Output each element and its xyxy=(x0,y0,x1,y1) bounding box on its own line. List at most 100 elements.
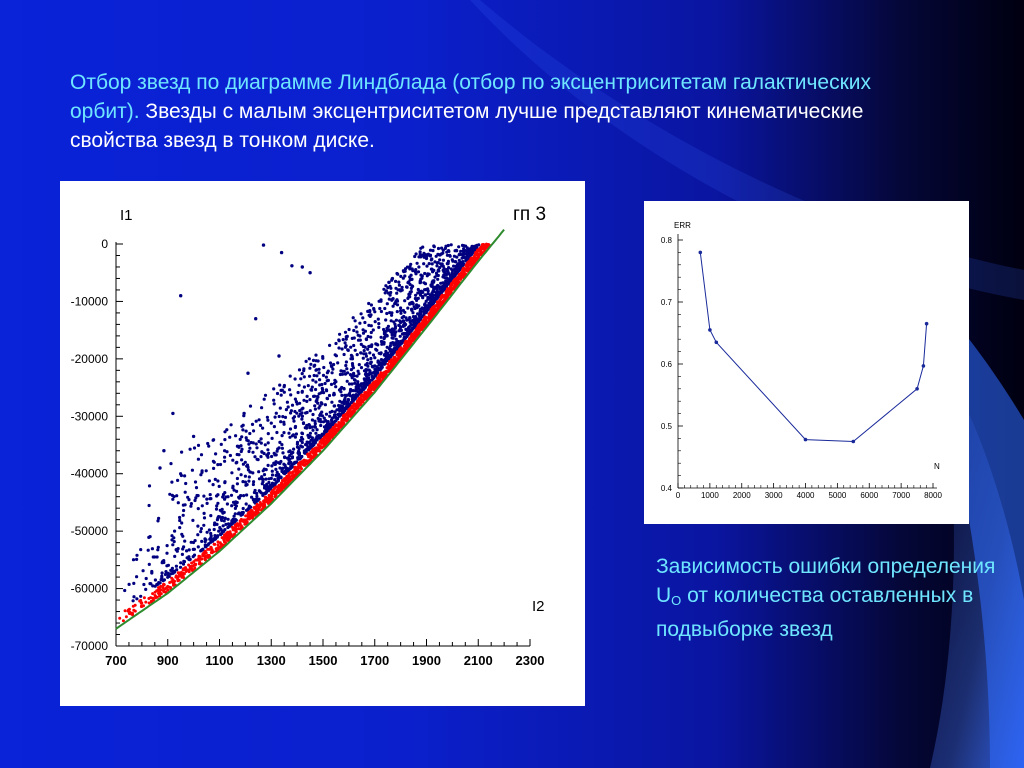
scatter-point-blue xyxy=(393,349,397,353)
scatter-point-blue xyxy=(461,260,465,264)
err-chart-panel: 0.8 0.7 0.6 0.5 0.4 0 1000 2000 3000 4000 5000 6000… xyxy=(644,201,969,524)
scatter-point-blue xyxy=(262,451,266,456)
x-tick-label: 1100 xyxy=(205,653,233,668)
scatter-point-blue xyxy=(345,379,349,383)
scatter-point-red xyxy=(118,616,122,620)
scatter-point-blue xyxy=(338,399,342,403)
scatter-point-blue xyxy=(244,429,248,433)
scatter-point-red xyxy=(479,245,483,249)
scatter-point-blue xyxy=(165,551,169,555)
scatter-point-blue xyxy=(327,393,332,398)
scatter-point-blue xyxy=(290,403,295,407)
scatter-point-red xyxy=(166,588,170,592)
scatter-point-blue xyxy=(241,428,245,432)
scatter-point-blue xyxy=(199,527,203,531)
scatter-point-blue xyxy=(170,534,174,538)
scatter-point-blue xyxy=(278,461,282,465)
scatter-point-blue xyxy=(307,448,311,452)
scatter-point-blue xyxy=(440,262,444,266)
scatter-point-blue xyxy=(232,488,236,492)
scatter-point-blue xyxy=(318,413,322,417)
y-tick-label: -20000 xyxy=(71,352,109,366)
scatter-point-blue xyxy=(337,403,341,408)
scatter-point-red xyxy=(467,268,470,272)
err-y-tick-label: 0.4 xyxy=(661,484,673,493)
scatter-point-blue xyxy=(383,291,387,295)
scatter-point-blue xyxy=(290,465,294,469)
scatter-point-blue xyxy=(212,466,216,470)
scatter-point-red xyxy=(267,494,271,498)
scatter-point-red xyxy=(366,391,370,395)
scatter-point-blue xyxy=(266,441,270,445)
scatter-point-red xyxy=(438,299,442,303)
scatter-point-blue xyxy=(421,245,425,249)
scatter-point-blue xyxy=(245,508,249,512)
scatter-point-red xyxy=(430,308,434,312)
scatter-point-blue xyxy=(351,373,355,377)
scatter-point-blue xyxy=(235,489,239,493)
scatter-point-blue xyxy=(279,420,283,424)
scatter-point-blue xyxy=(342,386,346,391)
scatter-point-blue xyxy=(214,507,219,511)
scatter-point-blue xyxy=(286,469,290,473)
scatter-point-red xyxy=(255,503,259,507)
scatter-point-blue xyxy=(240,447,244,451)
scatter-point-blue xyxy=(290,462,294,466)
scatter-point-red xyxy=(318,440,322,444)
scatter-point-blue xyxy=(449,276,453,280)
scatter-point-red xyxy=(202,553,206,557)
scatter-point-blue xyxy=(217,529,221,533)
scatter-point-blue xyxy=(273,482,277,486)
scatter-point-red xyxy=(131,604,135,608)
scatter-point-blue xyxy=(407,280,411,284)
scatter-point-blue xyxy=(377,299,381,303)
scatter-point-blue xyxy=(207,444,211,448)
scatter-point-blue xyxy=(315,397,319,402)
scatter-point-blue xyxy=(460,256,464,260)
scatter-point-blue xyxy=(361,331,366,335)
scatter-point-blue xyxy=(352,328,356,333)
scatter-point-blue xyxy=(356,380,360,384)
scatter-point-blue xyxy=(311,358,316,362)
scatter-point-blue xyxy=(437,269,441,273)
scatter-point-red xyxy=(397,356,401,360)
scatter-point-blue xyxy=(356,369,360,373)
err-x-tick-label: 7000 xyxy=(892,491,910,500)
scatter-point-red xyxy=(285,474,289,478)
scatter-point-blue xyxy=(263,443,267,447)
scatter-point-red xyxy=(317,447,321,451)
scatter-point-blue xyxy=(225,428,229,432)
scatter-point-outlier xyxy=(308,271,312,275)
scatter-point-blue xyxy=(323,403,327,407)
scatter-point-outlier xyxy=(162,449,166,453)
scatter-point-red xyxy=(357,397,361,401)
scatter-point-red xyxy=(173,579,177,583)
err-x-tick-label: 1000 xyxy=(701,491,719,500)
scatter-point-blue xyxy=(299,444,303,448)
scatter-point-blue xyxy=(260,450,264,454)
scatter-point-blue xyxy=(250,422,255,426)
err-y-tick-label: 0.5 xyxy=(661,422,673,431)
scatter-point-blue xyxy=(313,422,317,426)
scatter-point-blue xyxy=(310,418,314,422)
scatter-point-blue xyxy=(135,597,139,601)
scatter-point-blue xyxy=(382,327,386,332)
scatter-point-red xyxy=(281,486,285,490)
err-data-point xyxy=(851,439,856,444)
scatter-point-blue xyxy=(139,548,143,552)
scatter-point-blue xyxy=(178,526,182,530)
scatter-point-blue xyxy=(422,251,426,255)
scatter-point-blue xyxy=(430,257,434,261)
scatter-point-blue xyxy=(247,449,251,454)
scatter-point-blue xyxy=(411,311,415,315)
scatter-point-blue xyxy=(252,498,256,502)
scatter-point-blue xyxy=(287,458,291,462)
scatter-point-blue xyxy=(339,369,343,373)
scatter-point-blue xyxy=(328,343,332,347)
scatter-point-blue xyxy=(333,410,337,414)
scatter-point-blue xyxy=(252,429,256,433)
scatter-point-blue xyxy=(325,371,329,375)
scatter-point-blue xyxy=(455,255,459,259)
scatter-point-blue xyxy=(182,508,186,513)
scatter-point-blue xyxy=(302,385,306,389)
